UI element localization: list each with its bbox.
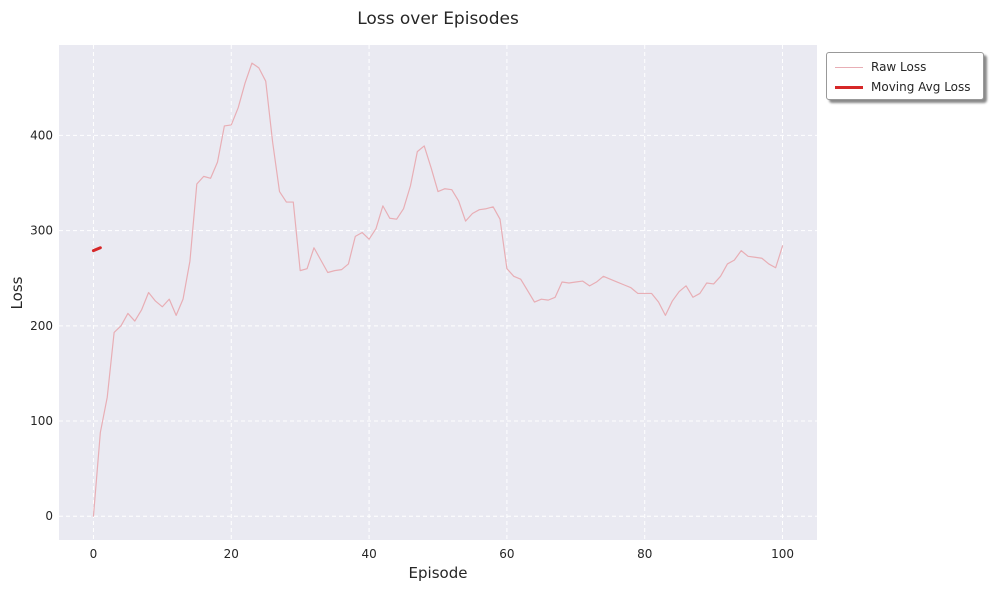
x-tick-label: 40	[361, 547, 376, 561]
series-group	[91, 62, 784, 517]
legend-entry-moving-avg: Moving Avg Loss	[835, 78, 971, 96]
y-tick-label: 300	[30, 224, 53, 238]
x-tick-label: 100	[771, 547, 794, 561]
legend-label-raw-loss: Raw Loss	[871, 60, 927, 74]
x-tick-label: 0	[90, 547, 98, 561]
x-axis-label: Episode	[409, 564, 468, 582]
legend: Raw Loss Moving Avg Loss	[826, 52, 984, 100]
grid-lines	[59, 45, 817, 540]
legend-label-moving-avg: Moving Avg Loss	[871, 80, 971, 94]
y-tick-label: 0	[45, 509, 53, 523]
x-tick-label: 20	[224, 547, 239, 561]
plot-area	[59, 45, 817, 540]
legend-swatch-raw-loss	[835, 66, 863, 68]
legend-entry-raw-loss: Raw Loss	[835, 58, 926, 76]
x-tick-label: 80	[637, 547, 652, 561]
x-tick-label: 60	[499, 547, 514, 561]
series-line-raw-loss	[92, 62, 784, 517]
series-line-moving-avg-loss	[91, 246, 102, 253]
y-tick-label: 200	[30, 319, 53, 333]
legend-swatch-moving-avg	[835, 85, 863, 89]
axis-ticks: 0 20 40 60 80 100 0 100 200 300 400	[30, 128, 794, 561]
chart-title: Loss over Episodes	[357, 9, 519, 29]
y-tick-label: 400	[30, 128, 53, 142]
y-axis-label: Loss	[8, 276, 26, 309]
y-tick-label: 100	[30, 414, 53, 428]
